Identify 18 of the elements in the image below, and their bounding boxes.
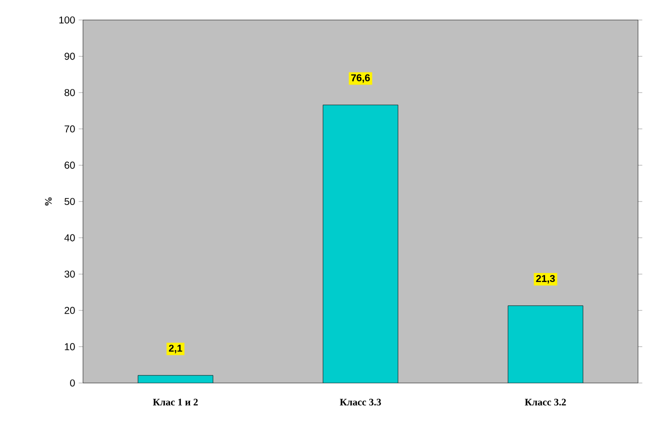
y-tick-label: 0 (70, 379, 75, 387)
y-tick-label: 60 (64, 162, 75, 169)
y-tick-label: 20 (64, 306, 75, 314)
x-tick-label: Класс 3.2 (524, 398, 566, 406)
y-tick-label: 50 (64, 198, 75, 206)
y-tick-label: 90 (64, 52, 75, 60)
x-tick-label: Класс 3.3 (340, 398, 381, 406)
y-tick-label: 10 (64, 343, 75, 350)
y-axis-title: % (45, 197, 52, 206)
x-tick-label: Клас 1 и 2 (152, 398, 198, 406)
y-tick-label: 100 (59, 16, 75, 24)
data-label: 21,3 (536, 274, 555, 284)
y-tick-label: 30 (64, 270, 75, 278)
y-tick-label: 40 (64, 234, 75, 242)
y-tick-label: 70 (64, 125, 75, 132)
data-label: 2,1 (168, 344, 182, 354)
data-label: 76,6 (351, 74, 370, 83)
y-tick-label: 80 (64, 89, 75, 96)
